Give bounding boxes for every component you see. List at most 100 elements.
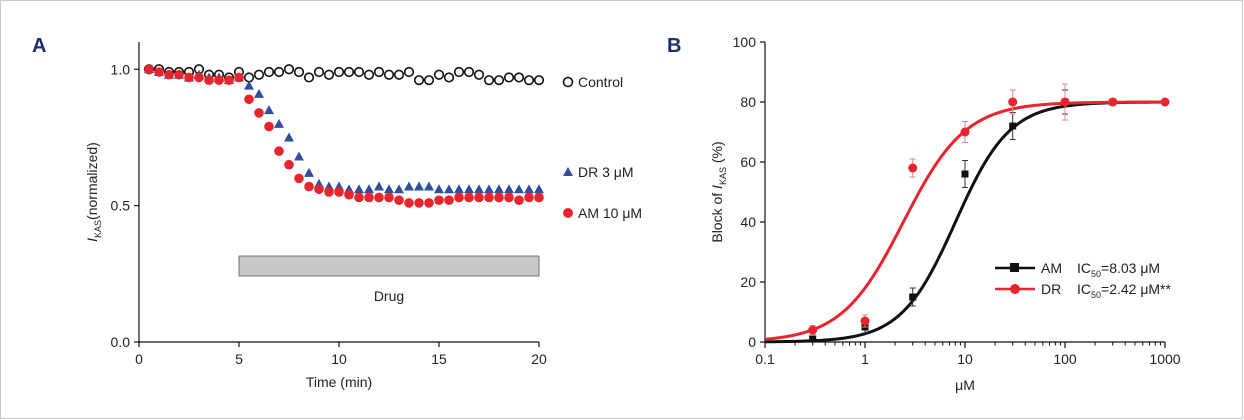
dr-point xyxy=(434,184,444,194)
am-point xyxy=(334,187,344,197)
dr-point xyxy=(504,184,514,194)
panel-b-ticks: 0.1 1 10 100 1000 0 20 40 60 80 100 xyxy=(733,34,1181,367)
panel-a-chart: 0 5 10 15 20 0.0 0.5 1.0 Drug Time (min) IKAS(n… xyxy=(84,42,642,390)
am-point xyxy=(394,195,404,205)
am-point xyxy=(809,335,817,343)
legend-am-name: AM xyxy=(1041,260,1062,276)
control-point xyxy=(323,69,335,80)
legend-am-square xyxy=(1010,263,1019,272)
dr-point xyxy=(404,181,414,191)
panel-a-legend: Control DR 3 μM AM 10 μM xyxy=(562,74,642,221)
panel-a-points xyxy=(143,64,545,208)
x-tick-label: 0 xyxy=(135,351,143,367)
am-point xyxy=(244,94,254,105)
dr-point xyxy=(494,184,504,194)
control-point xyxy=(393,69,405,80)
am-point xyxy=(214,75,224,85)
control-point xyxy=(513,72,525,83)
control-point xyxy=(453,66,465,78)
panel-a-y-label: IKAS(normalized) xyxy=(84,142,103,242)
control-point xyxy=(363,69,375,80)
am-point xyxy=(204,75,214,85)
control-point xyxy=(273,66,285,78)
am-point xyxy=(494,192,504,203)
y-tick-label: 20 xyxy=(740,274,756,290)
dr-point xyxy=(1108,97,1118,107)
am-point xyxy=(274,146,284,156)
legend-am-ic50: IC50=8.03 μM xyxy=(1077,260,1160,279)
legend-am-ic50-sub: 50 xyxy=(1091,269,1101,279)
control-point xyxy=(493,75,505,86)
panel-a-letter: A xyxy=(32,35,46,57)
dr-point xyxy=(860,316,870,326)
am-point xyxy=(154,67,164,77)
dr-point xyxy=(304,167,314,177)
dr-point xyxy=(374,181,384,191)
panel-a-y-label-main: I xyxy=(84,238,100,242)
control-point xyxy=(473,69,485,80)
control-point xyxy=(373,66,385,78)
legend-am-ic50-value: =8.03 μM xyxy=(1101,260,1160,276)
panel-a-y-label-rest: (normalized) xyxy=(84,142,100,220)
am-point xyxy=(294,173,304,184)
am-point xyxy=(224,75,234,85)
drug-bar-label: Drug xyxy=(374,288,404,304)
am-point xyxy=(164,69,174,80)
dr-point xyxy=(534,184,544,194)
panel-b-y-label-main: Block of xyxy=(709,189,725,243)
am-point xyxy=(474,192,484,203)
control-point xyxy=(523,75,535,86)
legend-dr-marker xyxy=(563,167,573,176)
control-point xyxy=(463,66,475,78)
control-point xyxy=(503,72,515,83)
am-point xyxy=(464,192,474,203)
dr-point xyxy=(808,325,818,335)
control-point xyxy=(353,66,365,78)
dr-point xyxy=(254,88,264,98)
dr-point xyxy=(244,80,254,90)
legend-am-label: AM 10 μM xyxy=(578,205,642,221)
dr-point xyxy=(364,184,374,194)
x-tick-label: 10 xyxy=(957,351,973,367)
control-point xyxy=(253,69,265,80)
legend-dr-ic50: IC50=2.42 μM** xyxy=(1077,281,1172,300)
control-point xyxy=(413,75,425,86)
control-point xyxy=(403,66,415,78)
control-point xyxy=(443,72,455,83)
dr-point xyxy=(384,184,394,194)
legend-control-label: Control xyxy=(578,74,623,90)
y-tick-label: 0 xyxy=(748,334,756,350)
panel-a-x-label: Time (min) xyxy=(306,374,372,390)
am-point xyxy=(534,192,544,203)
dr-point xyxy=(444,184,454,194)
am-point xyxy=(374,192,384,203)
legend-dr-circle xyxy=(1010,284,1020,294)
control-point xyxy=(333,66,345,78)
dr-point xyxy=(524,184,534,194)
am-point xyxy=(344,189,354,200)
panel-b-y-label: Block of IKAS (%) xyxy=(709,141,728,242)
am-point xyxy=(304,181,314,192)
panel-a-y-label-sub: KAS xyxy=(93,220,103,238)
x-tick-label: 0.1 xyxy=(755,351,775,367)
control-point xyxy=(313,66,325,78)
am-point xyxy=(264,121,274,132)
x-tick-label: 15 xyxy=(431,351,447,367)
am-point xyxy=(961,170,969,178)
dr-point xyxy=(424,181,434,191)
y-tick-label: 80 xyxy=(740,94,756,110)
panel-b-y-label-italic: I xyxy=(709,185,725,189)
am-point xyxy=(324,187,334,197)
y-tick-label: 100 xyxy=(733,34,757,50)
control-point xyxy=(243,72,255,83)
am-point xyxy=(414,198,424,208)
am-point xyxy=(424,198,434,208)
panel-b-x-label: μM xyxy=(955,377,975,393)
x-tick-label: 5 xyxy=(235,351,243,367)
control-point xyxy=(263,66,275,78)
x-tick-label: 1000 xyxy=(1149,351,1180,367)
dr-point xyxy=(474,184,484,194)
am-point xyxy=(504,192,514,203)
